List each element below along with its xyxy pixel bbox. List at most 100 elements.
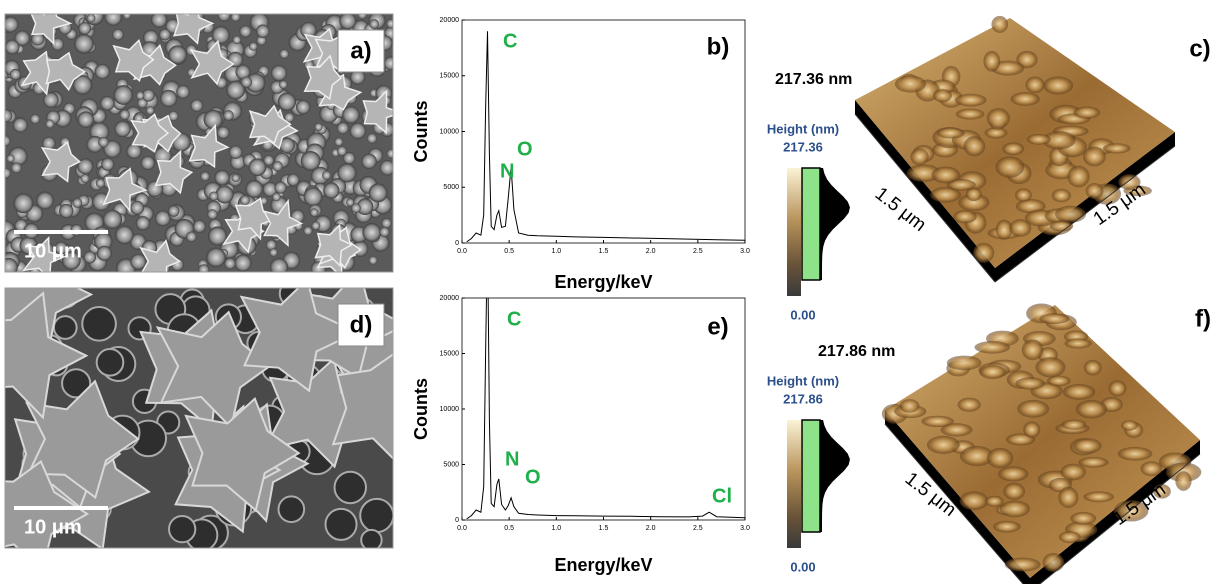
grain xyxy=(217,126,230,139)
grain xyxy=(274,182,286,194)
surface-grain xyxy=(1003,483,1025,500)
surface-grain xyxy=(910,148,928,165)
surface-grain xyxy=(1009,219,1031,237)
pit xyxy=(325,509,356,540)
colorbar-title: Height (nm) xyxy=(767,373,839,388)
surface-grain xyxy=(937,127,965,138)
surface-grain xyxy=(1118,447,1153,461)
grain xyxy=(232,174,240,182)
panel-label: a) xyxy=(350,37,371,64)
surface-grain xyxy=(933,89,952,102)
grain xyxy=(81,174,90,183)
grain xyxy=(13,118,28,133)
x-tick-label: 0.0 xyxy=(457,248,467,255)
surface-grain xyxy=(958,398,981,412)
grain xyxy=(200,172,210,182)
grain xyxy=(7,154,15,162)
grain xyxy=(270,258,288,276)
surface-grain xyxy=(1052,189,1071,203)
x-tick-label: 0.5 xyxy=(504,525,514,532)
grain xyxy=(369,256,378,265)
surface-grain xyxy=(1067,166,1089,188)
surface-grain xyxy=(956,109,985,120)
grain xyxy=(168,205,179,216)
surface-grain xyxy=(987,108,1010,128)
grain xyxy=(45,119,54,128)
grain xyxy=(130,201,144,215)
surface-grain xyxy=(953,210,977,223)
grain xyxy=(130,254,146,270)
surface-grain xyxy=(998,466,1028,481)
surface-grain xyxy=(1109,380,1127,396)
surface-grain xyxy=(1061,420,1086,430)
surface-grain xyxy=(1121,420,1138,430)
surface-grain xyxy=(959,491,988,510)
x-tick-label: 2.5 xyxy=(693,525,703,532)
grain xyxy=(11,162,22,173)
surface-grain xyxy=(1011,92,1040,106)
scale-bar-label: 10 μm xyxy=(24,516,82,538)
grain xyxy=(310,208,318,216)
peak-label: Cl xyxy=(712,485,732,507)
colorbar-min: 0.00 xyxy=(790,307,815,322)
grain xyxy=(272,193,281,202)
peak-label: O xyxy=(517,138,533,160)
grain xyxy=(0,168,11,179)
grain xyxy=(223,110,233,120)
figure: a)10 μmd)10 μm0.00.51.01.52.02.53.005000… xyxy=(0,0,1225,584)
grain xyxy=(114,121,130,137)
y-tick-label: 15000 xyxy=(440,350,460,357)
surface-grain xyxy=(1141,461,1163,476)
grain xyxy=(206,248,226,268)
grain xyxy=(239,25,251,37)
peak-label: N xyxy=(500,160,514,182)
grain xyxy=(386,19,395,28)
grain xyxy=(186,231,197,242)
grain xyxy=(30,114,40,124)
grain xyxy=(369,19,379,29)
grain xyxy=(337,146,347,156)
grain xyxy=(212,26,230,44)
grain xyxy=(72,198,82,208)
pit xyxy=(82,307,116,341)
histogram xyxy=(820,168,850,280)
surface-grain xyxy=(1025,76,1044,93)
surface-grain xyxy=(1076,400,1107,419)
surface-grain xyxy=(1000,500,1030,517)
surface-grain xyxy=(1060,464,1085,481)
surface-grain xyxy=(1074,438,1102,453)
grain xyxy=(160,90,177,107)
grain xyxy=(339,12,356,29)
surface-grain xyxy=(1017,400,1049,418)
grain xyxy=(249,42,258,51)
grain xyxy=(126,143,141,158)
spectrum-line xyxy=(467,31,745,242)
x-tick-label: 1.5 xyxy=(599,525,609,532)
grain xyxy=(303,226,312,235)
x-axis-label: Energy/keV xyxy=(554,555,652,575)
surface-grain xyxy=(955,94,987,107)
grain xyxy=(323,182,339,198)
surface-grain xyxy=(1022,340,1043,361)
pit xyxy=(97,349,124,376)
grain xyxy=(120,110,130,120)
x-tick-label: 3.0 xyxy=(740,248,750,255)
surface-grain xyxy=(966,188,982,201)
y-tick-label: 10000 xyxy=(440,406,460,413)
grain xyxy=(248,158,266,176)
grain xyxy=(84,251,96,263)
grain xyxy=(351,203,361,213)
y-tick-label: 0 xyxy=(455,240,459,247)
plot-frame xyxy=(462,298,745,520)
surface-grain xyxy=(987,448,1013,468)
surface-grain xyxy=(1078,457,1108,468)
grain xyxy=(97,246,112,261)
x-tick-label: 0.0 xyxy=(457,525,467,532)
grain xyxy=(98,137,109,148)
surface-grain xyxy=(1073,106,1100,118)
surface-grain xyxy=(1002,142,1024,155)
grain xyxy=(256,24,269,37)
grain xyxy=(279,80,288,89)
grain xyxy=(296,100,310,114)
grain xyxy=(279,49,289,59)
